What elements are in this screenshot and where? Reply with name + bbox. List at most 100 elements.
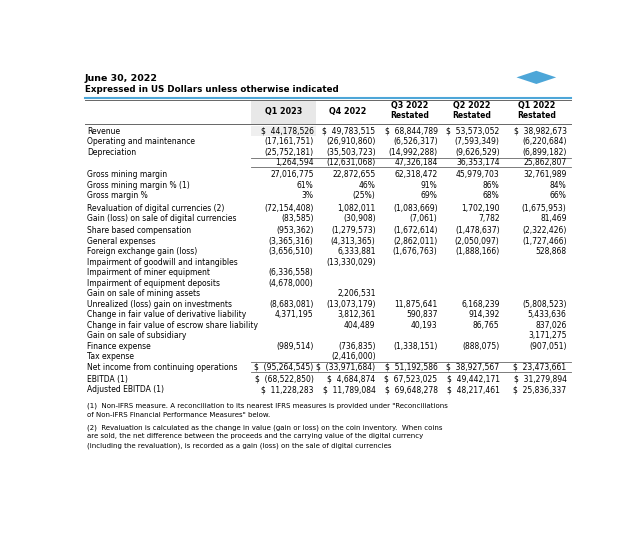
Text: 914,392: 914,392 <box>468 310 500 319</box>
Text: (83,585): (83,585) <box>281 214 314 223</box>
Text: 45,979,703: 45,979,703 <box>456 171 500 179</box>
Text: 1,702,190: 1,702,190 <box>461 204 500 212</box>
Polygon shape <box>516 71 556 84</box>
Text: (25%): (25%) <box>353 192 376 201</box>
Text: 91%: 91% <box>421 181 438 190</box>
Text: 404,489: 404,489 <box>344 321 376 330</box>
Text: of Non-IFRS Financial Performance Measures" below.: of Non-IFRS Financial Performance Measur… <box>88 411 271 418</box>
Text: 47,326,184: 47,326,184 <box>394 158 438 167</box>
Text: 81,469: 81,469 <box>540 214 566 223</box>
Text: Q2 2022: Q2 2022 <box>452 101 490 110</box>
Text: 5,433,636: 5,433,636 <box>528 310 566 319</box>
Text: (9,626,529): (9,626,529) <box>455 148 500 157</box>
Text: $  44,178,526: $ 44,178,526 <box>260 127 314 136</box>
Text: 61%: 61% <box>297 181 314 190</box>
Text: (4,313,365): (4,313,365) <box>331 236 376 246</box>
Text: $  68,844,789: $ 68,844,789 <box>385 127 438 136</box>
Text: EBITDA (1): EBITDA (1) <box>88 375 128 384</box>
Text: 68%: 68% <box>483 192 500 201</box>
Text: (1,279,573): (1,279,573) <box>331 226 376 235</box>
Text: June 30, 2022: June 30, 2022 <box>85 74 158 83</box>
Text: $  38,927,567: $ 38,927,567 <box>447 363 500 372</box>
Text: $  51,192,586: $ 51,192,586 <box>385 363 438 372</box>
Text: Q1 2022: Q1 2022 <box>518 101 555 110</box>
Text: 6,168,239: 6,168,239 <box>461 300 500 309</box>
Text: $  25,836,337: $ 25,836,337 <box>513 385 566 394</box>
Text: are sold, the net difference between the proceeds and the carrying value of the : are sold, the net difference between the… <box>88 433 424 439</box>
Text: (953,362): (953,362) <box>276 226 314 235</box>
Text: Finance expense: Finance expense <box>88 342 151 351</box>
Text: Expressed in US Dollars unless otherwise indicated: Expressed in US Dollars unless otherwise… <box>85 85 339 94</box>
Text: (2)  Revaluation is calculated as the change in value (gain or loss) on the coin: (2) Revaluation is calculated as the cha… <box>88 424 443 431</box>
Text: 528,868: 528,868 <box>536 247 566 256</box>
Text: (4,678,000): (4,678,000) <box>269 279 314 288</box>
Text: (2,862,011): (2,862,011) <box>394 236 438 246</box>
Text: (1,727,466): (1,727,466) <box>522 236 566 246</box>
Text: 36,353,174: 36,353,174 <box>456 158 500 167</box>
Text: (3,656,510): (3,656,510) <box>269 247 314 256</box>
Bar <box>251 100 316 124</box>
Text: (14,992,288): (14,992,288) <box>388 148 438 157</box>
Text: $  49,442,171: $ 49,442,171 <box>447 375 500 384</box>
Text: $  48,217,461: $ 48,217,461 <box>447 385 500 394</box>
Text: (3,365,316): (3,365,316) <box>269 236 314 246</box>
Text: Gross mining margin: Gross mining margin <box>88 171 168 179</box>
Text: Restated: Restated <box>517 111 556 120</box>
Text: Depreciation: Depreciation <box>88 148 136 157</box>
Text: (2,050,097): (2,050,097) <box>455 236 500 246</box>
Text: Net income from continuing operations: Net income from continuing operations <box>88 363 238 372</box>
Text: Revaluation of digital currencies (2): Revaluation of digital currencies (2) <box>88 204 225 212</box>
Text: (5,808,523): (5,808,523) <box>522 300 566 309</box>
Text: 22,872,655: 22,872,655 <box>332 171 376 179</box>
Text: (1,478,637): (1,478,637) <box>455 226 500 235</box>
Text: 837,026: 837,026 <box>535 321 566 330</box>
Text: (1,338,151): (1,338,151) <box>393 342 438 351</box>
Text: $  38,982,673: $ 38,982,673 <box>513 127 566 136</box>
Text: Q3 2022: Q3 2022 <box>390 101 428 110</box>
Text: (1)  Non-IFRS measure. A reconciliation to its nearest IFRS measures is provided: (1) Non-IFRS measure. A reconciliation t… <box>88 403 448 409</box>
Text: Impairment of equipment deposits: Impairment of equipment deposits <box>88 279 220 288</box>
Text: 86,765: 86,765 <box>473 321 500 330</box>
Text: (13,330,029): (13,330,029) <box>326 258 376 267</box>
Text: 25,862,807: 25,862,807 <box>524 158 566 167</box>
Text: (989,514): (989,514) <box>276 342 314 351</box>
Text: (including the revaluation), is recorded as a gain (loss) on the sale of digital: (including the revaluation), is recorded… <box>88 442 392 449</box>
Text: $  67,523,025: $ 67,523,025 <box>385 375 438 384</box>
Text: (6,220,684): (6,220,684) <box>522 137 566 146</box>
Text: $  53,573,052: $ 53,573,052 <box>446 127 500 136</box>
Text: Unrealized (loss) gain on investments: Unrealized (loss) gain on investments <box>88 300 232 309</box>
Text: Operating and maintenance: Operating and maintenance <box>88 137 195 146</box>
Text: (8,683,081): (8,683,081) <box>269 300 314 309</box>
Text: 66%: 66% <box>550 192 566 201</box>
Text: (6,899,182): (6,899,182) <box>522 148 566 157</box>
Text: 1,264,594: 1,264,594 <box>275 158 314 167</box>
Text: Q4 2022: Q4 2022 <box>329 107 366 116</box>
Text: (25,752,181): (25,752,181) <box>264 148 314 157</box>
Text: (26,910,860): (26,910,860) <box>326 137 376 146</box>
Text: 2,206,531: 2,206,531 <box>337 289 376 298</box>
Text: $  (68,522,850): $ (68,522,850) <box>255 375 314 384</box>
Text: 84%: 84% <box>550 181 566 190</box>
Text: $  31,279,894: $ 31,279,894 <box>513 375 566 384</box>
Text: (2,322,426): (2,322,426) <box>522 226 566 235</box>
Text: Adjusted EBITDA (1): Adjusted EBITDA (1) <box>88 385 164 394</box>
Text: Restated: Restated <box>452 111 491 120</box>
Text: 62,318,472: 62,318,472 <box>394 171 438 179</box>
Text: Change in fair value of derivative liability: Change in fair value of derivative liabi… <box>88 310 246 319</box>
Text: $  (95,264,545): $ (95,264,545) <box>254 363 314 372</box>
Text: 6,333,881: 6,333,881 <box>337 247 376 256</box>
Text: (736,835): (736,835) <box>338 342 376 351</box>
Text: $  11,228,283: $ 11,228,283 <box>261 385 314 394</box>
Text: 3,171,275: 3,171,275 <box>528 331 566 340</box>
Text: $  23,473,661: $ 23,473,661 <box>513 363 566 372</box>
Text: (6,526,317): (6,526,317) <box>393 137 438 146</box>
Text: General expenses: General expenses <box>88 236 156 246</box>
Text: $  49,783,515: $ 49,783,515 <box>323 127 376 136</box>
Text: (72,154,408): (72,154,408) <box>264 204 314 212</box>
Text: (1,675,953): (1,675,953) <box>522 204 566 212</box>
Text: Tax expense: Tax expense <box>88 352 134 361</box>
Text: $  (33,971,684): $ (33,971,684) <box>317 363 376 372</box>
Text: $  69,648,278: $ 69,648,278 <box>385 385 438 394</box>
Text: 11,875,641: 11,875,641 <box>394 300 438 309</box>
Text: Gain on sale of mining assets: Gain on sale of mining assets <box>88 289 200 298</box>
